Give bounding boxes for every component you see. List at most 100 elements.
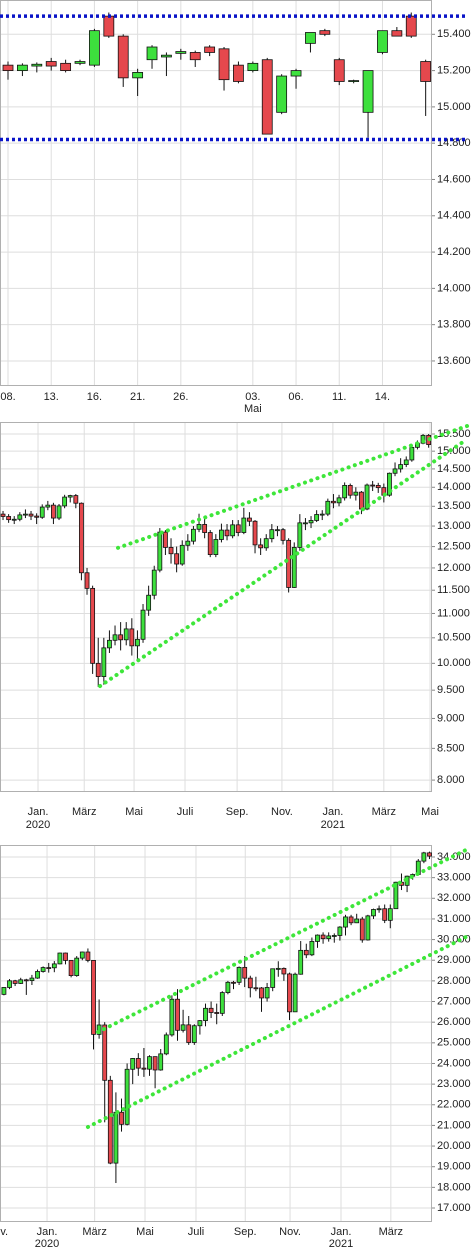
candle-body: [354, 918, 360, 924]
candle-body: [7, 980, 12, 988]
y-tick-label: 13.600: [437, 355, 471, 367]
x-tick-label: Juli: [188, 1226, 205, 1238]
y-tick-label: 21.000: [437, 1119, 471, 1131]
plot-area: [0, 0, 432, 386]
x-tick-label: Jan.: [322, 806, 343, 818]
x-tick-label: März: [72, 806, 96, 818]
candle-body: [364, 484, 370, 510]
candle-body: [175, 998, 180, 1031]
x-tick-label: Jan.: [28, 806, 49, 818]
y-tick-label: 8.500: [437, 742, 465, 754]
candle-body: [376, 908, 382, 911]
candle-body: [348, 80, 360, 82]
marks: [1, 851, 432, 1184]
x-tick-label: 03.: [245, 391, 260, 403]
candle-body: [387, 472, 392, 496]
x-tick-sublabel: 2021: [329, 1238, 353, 1250]
candle-body: [11, 518, 17, 521]
candle-body: [370, 484, 376, 487]
candle-body: [409, 446, 415, 461]
y-tick-label: 27.000: [437, 995, 471, 1007]
candle-body: [292, 973, 298, 1013]
candle-body: [331, 935, 337, 937]
candle-body: [261, 59, 273, 135]
candle-body: [202, 524, 208, 533]
candle-body: [129, 628, 135, 647]
candle-body: [175, 51, 187, 54]
candle-body: [281, 967, 287, 975]
candle-body: [218, 48, 230, 81]
candle-body: [359, 491, 364, 510]
candle-body: [174, 553, 180, 565]
candle-body: [333, 59, 345, 82]
candle-body: [297, 522, 303, 548]
candle-body: [45, 504, 51, 508]
candle-body: [51, 504, 56, 519]
candle-body: [287, 973, 292, 1013]
chart-panel: 17.000 18.000 19.000 20.000 21.000 22.000 23.0…: [0, 845, 472, 1250]
candle-body: [74, 957, 80, 976]
y-tick-label: 9.000: [437, 712, 465, 724]
y-tick-label: 18.000: [437, 1181, 471, 1193]
candle-body: [247, 977, 253, 989]
candle-body: [275, 967, 281, 970]
candle-body: [89, 30, 100, 66]
y-tick-label: 30.000: [437, 933, 471, 945]
candle-body: [51, 963, 57, 969]
candle-body: [95, 662, 101, 677]
candle-body: [186, 1024, 192, 1043]
y-tick-label: 10.500: [437, 632, 471, 644]
candle-body: [343, 916, 348, 928]
marks: [2, 12, 432, 138]
y-tick-label: 20.000: [437, 1140, 471, 1152]
candle-body: [168, 547, 174, 555]
y-tick-label: 14.600: [437, 173, 471, 185]
candle-body: [74, 61, 86, 64]
x-tick-sublabel: Mai: [244, 403, 262, 415]
candle-body: [163, 531, 168, 548]
candle-body: [113, 1111, 119, 1164]
candle-body: [259, 987, 264, 999]
y-tick-label: 14.200: [437, 246, 471, 258]
y-tick-label: 19.000: [437, 1161, 471, 1173]
candle-body: [235, 524, 241, 533]
candle-body: [225, 981, 231, 993]
y-tick-label: 12.500: [437, 540, 471, 552]
candle-body: [1, 987, 7, 995]
x-tick-label: 11.: [332, 391, 346, 403]
x-tick-label: 08.: [0, 391, 15, 403]
candle-body: [219, 529, 224, 540]
candle-body: [132, 72, 144, 79]
candle-body: [359, 918, 365, 941]
candle-body: [331, 500, 336, 504]
x-tick-label: 14.: [375, 391, 390, 403]
candle-body: [84, 572, 90, 589]
y-tick-label: 14.800: [437, 137, 471, 149]
candle-body: [96, 1024, 102, 1035]
candle-body: [403, 459, 409, 465]
x-tick-label: Sep.: [226, 806, 249, 818]
candle-body: [319, 30, 331, 35]
y-tick-label: 8.000: [437, 774, 465, 786]
candle-body: [2, 64, 14, 71]
candle-body: [348, 916, 354, 924]
candle-body: [46, 967, 52, 969]
x-tick-label: März: [82, 1226, 106, 1238]
y-tick-label: 26.000: [437, 1016, 471, 1028]
x-tick-label: Mai: [421, 806, 439, 818]
candle-body: [336, 497, 342, 504]
candle-body: [276, 75, 288, 113]
y-tick-label: 31.000: [437, 913, 471, 925]
chart-panel: 8.000 8.500 9.000 9.500 10.000 10.500 11.000 11…: [0, 422, 473, 831]
candle-body: [57, 952, 63, 965]
candle-body: [314, 514, 320, 521]
candle-body: [224, 529, 230, 537]
candle-body: [233, 64, 244, 82]
candle-body: [23, 513, 28, 516]
candle-body: [62, 496, 68, 507]
candle-body: [382, 908, 388, 921]
candle-body: [6, 516, 12, 521]
candle-body: [146, 594, 152, 611]
y-tick-label: 13.500: [437, 500, 471, 512]
